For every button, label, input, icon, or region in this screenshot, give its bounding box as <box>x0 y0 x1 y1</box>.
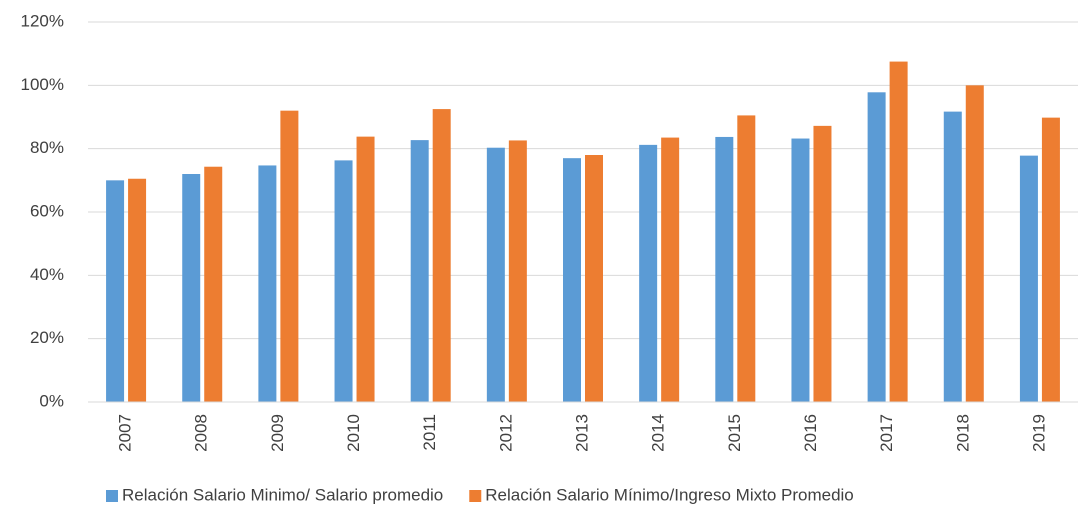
bar <box>182 174 201 402</box>
y-tick-label: 80% <box>30 138 64 157</box>
x-tick-label: 2011 <box>420 414 439 451</box>
x-tick-label: 2013 <box>572 414 591 452</box>
bar <box>508 140 527 402</box>
bar <box>410 140 429 402</box>
x-tick-label: 2019 <box>1029 414 1048 452</box>
y-tick-label: 120% <box>21 11 64 30</box>
legend-swatch <box>106 490 118 502</box>
bar <box>737 115 756 403</box>
bar <box>639 144 658 402</box>
y-tick-label: 20% <box>30 328 64 347</box>
x-tick-label: 2007 <box>116 414 135 452</box>
legend-swatch <box>469 490 482 502</box>
x-tick-label: 2014 <box>649 414 668 452</box>
bar <box>661 137 680 403</box>
legend-label: Relación Salario Minimo/ Salario promedi… <box>122 485 443 504</box>
bar <box>128 178 147 402</box>
y-tick-label: 60% <box>30 201 64 220</box>
bar <box>965 85 984 402</box>
x-tick-label: 2018 <box>953 414 972 452</box>
x-tick-label: 2015 <box>725 414 744 452</box>
bar <box>715 136 734 402</box>
bar <box>889 61 908 402</box>
legend-label: Relación Salario Mínimo/Ingreso Mixto Pr… <box>485 485 854 504</box>
bar <box>867 92 886 403</box>
x-tick-label: 2012 <box>496 414 515 452</box>
bar <box>1019 155 1038 402</box>
bar <box>334 160 353 402</box>
x-tick-label: 2017 <box>877 414 896 452</box>
bar <box>258 165 277 402</box>
bar <box>943 111 962 402</box>
bar <box>356 136 375 402</box>
bar <box>486 147 505 402</box>
x-tick-label: 2016 <box>801 414 820 452</box>
y-tick-label: 0% <box>39 391 64 410</box>
bar <box>204 166 223 402</box>
x-tick-label: 2010 <box>344 414 363 452</box>
bar <box>813 125 832 402</box>
bar <box>1041 117 1060 402</box>
bar <box>106 180 125 402</box>
bar <box>585 155 603 402</box>
bar <box>791 138 810 403</box>
bar <box>280 110 299 403</box>
x-tick-label: 2008 <box>192 414 211 452</box>
bar <box>432 109 451 402</box>
bar <box>563 158 581 402</box>
y-tick-label: 40% <box>30 265 64 284</box>
y-tick-label: 100% <box>21 75 64 94</box>
x-tick-label: 2009 <box>268 414 287 452</box>
